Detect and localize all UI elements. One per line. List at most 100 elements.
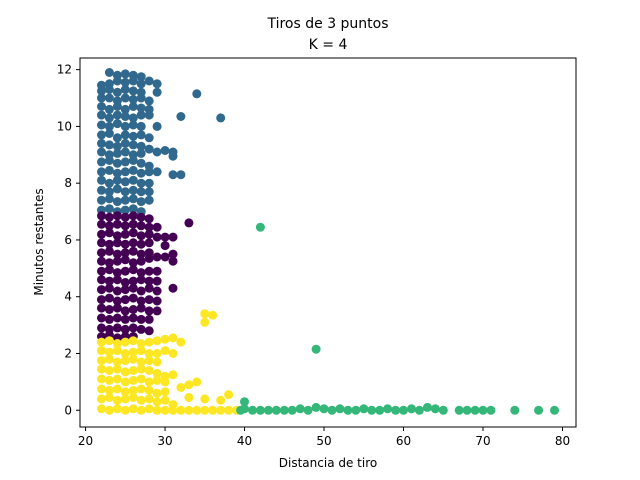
scatter-point-cluster-1 <box>144 229 154 239</box>
scatter-point-cluster-1 <box>168 232 178 242</box>
scatter-point-cluster-0 <box>152 167 162 177</box>
scatter-point-cluster-2 <box>224 405 234 415</box>
scatter-point-cluster-2 <box>112 346 122 356</box>
scatter-point-cluster-0 <box>97 130 106 140</box>
scatter-point-cluster-1 <box>104 221 114 231</box>
scatter-point-cluster-0 <box>112 158 122 168</box>
scatter-point-cluster-0 <box>144 144 154 154</box>
scatter-point-cluster-0 <box>104 68 114 77</box>
scatter-point-cluster-2 <box>120 405 130 415</box>
scatter-point-cluster-2 <box>120 367 130 377</box>
scatter-point-cluster-3 <box>279 405 289 415</box>
scatter-point-cluster-1 <box>112 256 122 266</box>
scatter-point-cluster-3 <box>319 404 329 414</box>
scatter-point-cluster-1 <box>97 285 106 295</box>
scatter-point-cluster-1 <box>128 323 138 333</box>
scatter-point-cluster-1 <box>144 266 154 276</box>
scatter-point-cluster-2 <box>136 346 146 356</box>
scatter-point-cluster-0 <box>97 157 106 167</box>
scatter-point-cluster-1 <box>136 249 146 259</box>
scatter-point-cluster-1 <box>120 248 130 258</box>
scatter-point-cluster-1 <box>136 231 146 241</box>
scatter-point-cluster-0 <box>144 96 154 106</box>
scatter-point-cluster-0 <box>176 170 186 180</box>
y-tick-label: 2 <box>64 346 72 360</box>
scatter-point-cluster-2 <box>97 364 106 374</box>
scatter-point-cluster-0 <box>112 168 122 178</box>
scatter-point-cluster-2 <box>216 395 226 405</box>
scatter-point-cluster-1 <box>120 295 130 305</box>
scatter-point-cluster-1 <box>120 212 130 222</box>
scatter-point-cluster-1 <box>152 252 162 262</box>
scatter-point-cluster-0 <box>128 156 138 165</box>
scatter-point-cluster-1 <box>120 255 130 265</box>
scatter-point-cluster-0 <box>120 177 130 187</box>
scatter-point-cluster-2 <box>112 404 122 414</box>
scatter-point-cluster-0 <box>120 205 130 215</box>
scatter-point-cluster-0 <box>136 187 146 197</box>
scatter-point-cluster-0 <box>104 140 114 150</box>
x-tick-label: 50 <box>316 434 331 448</box>
scatter-point-cluster-1 <box>152 232 162 242</box>
scatter-point-cluster-2 <box>144 366 154 375</box>
scatter-point-cluster-1 <box>144 238 154 248</box>
scatter-point-cluster-0 <box>120 77 130 87</box>
scatter-point-cluster-0 <box>168 170 178 180</box>
scatter-point-cluster-2 <box>208 405 218 415</box>
scatter-point-cluster-2 <box>168 333 178 343</box>
scatter-point-cluster-2 <box>160 395 170 405</box>
scatter-point-cluster-3 <box>462 405 472 415</box>
scatter-point-cluster-2 <box>144 394 154 404</box>
scatter-point-cluster-2 <box>184 393 194 402</box>
scatter-point-cluster-2 <box>144 404 154 414</box>
scatter-point-cluster-2 <box>160 377 170 387</box>
scatter-point-cluster-2 <box>160 405 170 415</box>
scatter-point-cluster-0 <box>112 110 122 120</box>
scatter-point-cluster-1 <box>112 219 122 229</box>
scatter-point-cluster-2 <box>192 377 202 387</box>
scatter-point-cluster-0 <box>168 151 178 161</box>
scatter-point-cluster-1 <box>144 295 154 305</box>
scatter-point-cluster-3 <box>343 405 353 415</box>
scatter-point-cluster-0 <box>112 119 122 129</box>
scatter-point-cluster-2 <box>128 404 138 414</box>
scatter-point-cluster-1 <box>112 268 122 278</box>
scatter-point-cluster-1 <box>152 266 162 276</box>
scatter-point-cluster-0 <box>136 93 146 103</box>
scatter-point-cluster-2 <box>144 385 154 395</box>
scatter-point-cluster-0 <box>104 165 114 175</box>
scatter-point-cluster-0 <box>128 113 138 123</box>
scatter-point-cluster-2 <box>200 317 210 327</box>
scatter-point-cluster-2 <box>104 336 114 346</box>
scatter-point-cluster-0 <box>144 178 154 188</box>
scatter-point-cluster-1 <box>136 275 146 285</box>
scatter-point-cluster-0 <box>152 147 162 157</box>
scatter-point-cluster-2 <box>136 395 146 405</box>
scatter-point-cluster-2 <box>128 385 138 395</box>
scatter-point-cluster-3 <box>271 405 281 415</box>
scatter-point-cluster-1 <box>136 212 146 222</box>
x-axis: 20 30 40 50 60 70 80 <box>78 427 570 448</box>
scatter-point-cluster-3 <box>255 405 265 415</box>
scatter-point-cluster-3 <box>295 404 305 414</box>
y-axis-label: Minutos restantes <box>32 188 46 295</box>
scatter-point-cluster-0 <box>104 129 114 138</box>
scatter-point-cluster-2 <box>168 349 178 358</box>
scatter-point-cluster-1 <box>144 326 154 336</box>
scatter-point-cluster-3 <box>255 222 265 232</box>
scatter-point-cluster-2 <box>120 387 130 397</box>
scatter-point-cluster-1 <box>104 276 114 286</box>
scatter-point-cluster-1 <box>168 249 178 259</box>
scatter-point-cluster-2 <box>184 405 194 415</box>
scatter-point-cluster-1 <box>104 258 114 268</box>
scatter-point-cluster-3 <box>414 405 424 415</box>
scatter-point-cluster-0 <box>144 195 154 205</box>
scatter-point-cluster-3 <box>367 405 377 415</box>
scatter-point-cluster-0 <box>144 167 154 177</box>
scatter-point-cluster-1 <box>128 219 138 229</box>
scatter-point-cluster-2 <box>97 404 106 414</box>
y-axis: 0 2 4 6 8 10 12 <box>57 63 80 417</box>
scatter-point-cluster-2 <box>152 336 162 346</box>
scatter-point-cluster-2 <box>152 388 162 398</box>
scatter-point-cluster-1 <box>144 283 154 293</box>
